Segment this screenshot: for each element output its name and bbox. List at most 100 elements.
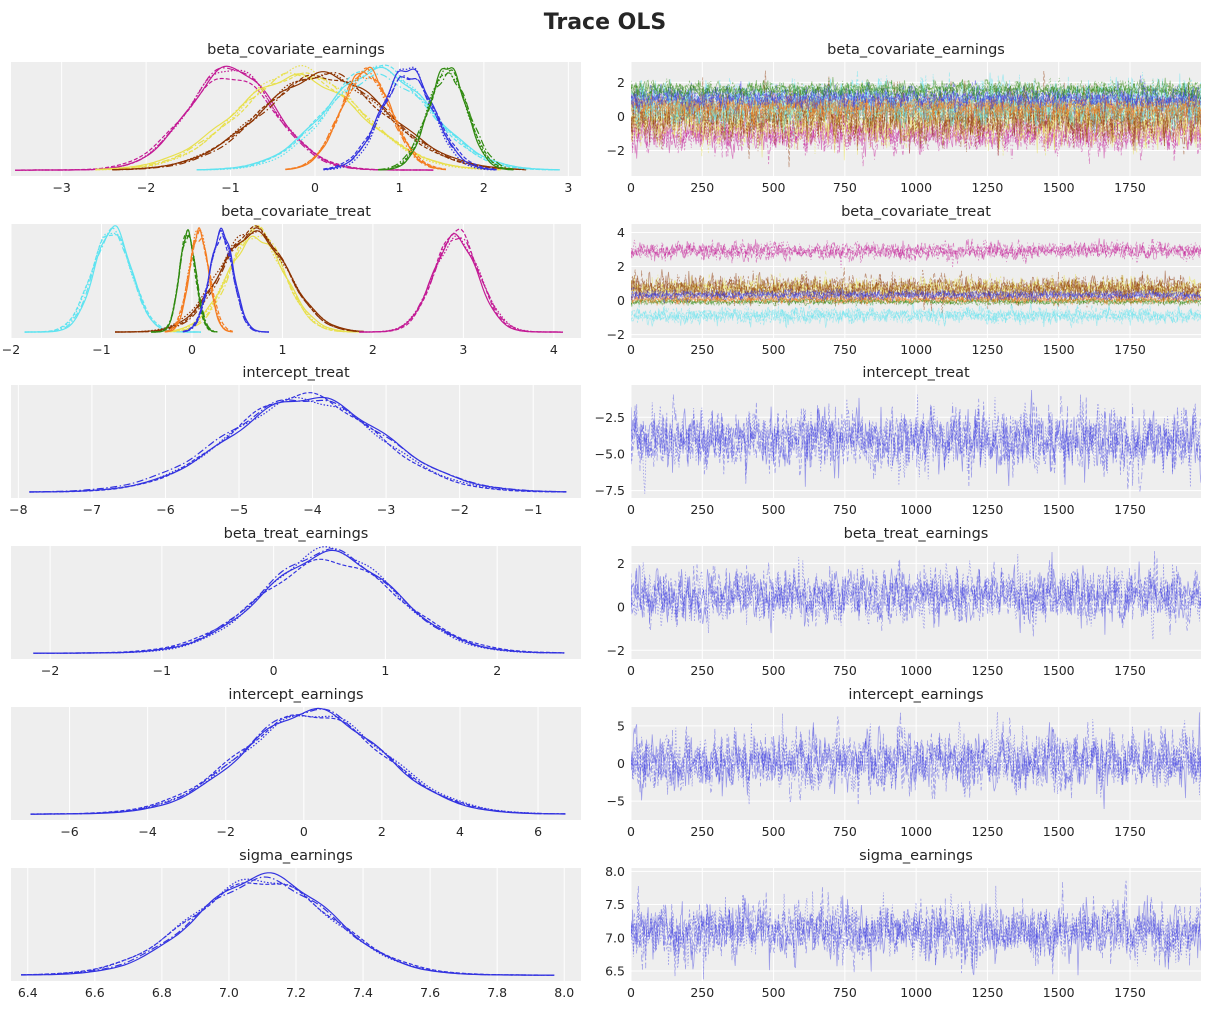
x-tick-label: 1750 — [1114, 824, 1146, 839]
kde-line-beta-covariate-treat-6--chain2 — [359, 235, 563, 333]
kde-line-intercept-treat-chain2 — [29, 396, 567, 493]
trace-line-intercept-treat-chain1 — [631, 394, 1201, 490]
y-tick-label: 0 — [617, 109, 625, 124]
trace-line-beta-treat-earnings-chain1 — [631, 551, 1201, 629]
trace-line-beta-covariate-treat-6--chain3 — [631, 238, 1201, 263]
x-tick-label: 0 — [627, 663, 635, 678]
panel-trace-sigma-earnings: sigma_earnings 0 250 500 750 1000 1250 1500 1750… — [605, 848, 1201, 1000]
panel-title: sigma_earnings — [239, 848, 353, 864]
kde-line-beta-covariate-treat-1--chain0 — [169, 235, 360, 333]
x-tick-label: 750 — [833, 663, 857, 678]
y-tick-label: 0 — [617, 756, 625, 771]
y-tick-label: 2 — [617, 259, 625, 274]
x-tick-label: 0 — [627, 502, 635, 517]
x-tick-label: 6 — [534, 824, 542, 839]
panel-title: beta_treat_earnings — [224, 526, 369, 542]
panel-kde-intercept-earnings: intercept_earnings −6 −4 −2 0 2 4 6 — [11, 687, 581, 839]
x-tick-label: 2 — [493, 663, 501, 678]
series-group — [24, 224, 563, 333]
trace-line-beta-covariate-treat-0--chain2 — [631, 304, 1201, 326]
x-tick-label: 250 — [690, 342, 714, 357]
series-group — [631, 551, 1201, 640]
trace-line-beta-covariate-earnings-6--chain2 — [631, 77, 1201, 104]
x-tick-label: 0 — [627, 342, 635, 357]
x-tick-label: 1750 — [1114, 342, 1146, 357]
series-group — [30, 707, 566, 815]
figure-title: Trace OLS — [544, 10, 666, 35]
kde-line-beta-covariate-treat-2--chain3 — [115, 227, 364, 333]
x-tick-label: 2 — [378, 824, 386, 839]
kde-line-beta-covariate-earnings-4--chain1 — [285, 71, 446, 170]
kde-line-intercept-earnings-chain2 — [30, 715, 566, 815]
panel-title: beta_covariate_treat — [221, 204, 371, 220]
x-tick-label: 1500 — [1043, 663, 1075, 678]
trace-line-beta-covariate-treat-5--chain2 — [631, 287, 1201, 304]
trace-line-beta-covariate-treat-5--chain1 — [631, 286, 1201, 302]
trace-line-sigma-earnings-chain0 — [631, 895, 1201, 976]
trace-line-intercept-earnings-chain0 — [631, 712, 1201, 810]
x-tick-label: −6 — [60, 824, 78, 839]
plot-area — [11, 224, 581, 338]
x-tick-label: 1000 — [900, 342, 932, 357]
panel-title: intercept_earnings — [848, 687, 983, 703]
x-tick-label: 1000 — [900, 663, 932, 678]
x-tick-label: −1 — [92, 342, 110, 357]
kde-line-intercept-earnings-chain3 — [30, 708, 566, 815]
x-tick-label: −8 — [9, 502, 27, 517]
x-tick-label: 1 — [381, 663, 389, 678]
trace-line-beta-covariate-treat-6--chain1 — [631, 238, 1201, 265]
panel-kde-sigma-earnings: sigma_earnings 6.4 6.6 6.8 7.0 7.2 7.4 7.6 7.8 8.… — [11, 848, 581, 1000]
kde-line-intercept-treat-chain1 — [29, 392, 567, 493]
x-tick-label: 250 — [690, 985, 714, 1000]
y-tick-label: −7.5 — [595, 483, 625, 498]
x-tick-label: 1000 — [900, 502, 932, 517]
x-tick-label: 500 — [762, 502, 786, 517]
trace-line-intercept-earnings-chain1 — [631, 716, 1201, 806]
panel-kde-beta-treat-earnings: beta_treat_earnings −2 −1 0 1 2 — [11, 526, 581, 678]
panel-trace-beta-covariate-treat: beta_covariate_treat 0 250 500 750 1000 1250 15… — [607, 204, 1201, 357]
trace-line-beta-covariate-treat-6--chain0 — [631, 238, 1201, 263]
x-tick-label: 2 — [369, 342, 377, 357]
panel-trace-intercept-earnings: intercept_earnings 0 250 500 750 1000 1250 1500… — [607, 687, 1201, 839]
y-tick-label: 2 — [617, 556, 625, 571]
plot-area — [11, 385, 581, 498]
trace-line-beta-covariate-treat-4--chain3 — [631, 293, 1201, 307]
series-group — [631, 389, 1201, 494]
series-group — [15, 64, 560, 171]
panel-trace-beta-treat-earnings: beta_treat_earnings 0 250 500 750 1000 1250 150… — [607, 526, 1201, 678]
x-tick-label: 1 — [395, 180, 403, 195]
y-tick-label: −2 — [607, 327, 625, 342]
x-tick-label: 1250 — [972, 985, 1004, 1000]
y-tick-label: −2.5 — [595, 410, 625, 425]
x-tick-label: 250 — [690, 824, 714, 839]
x-tick-label: −1 — [221, 180, 239, 195]
y-tick-label: 7.5 — [605, 897, 625, 912]
kde-line-sigma-earnings-chain2 — [21, 878, 555, 976]
x-tick-label: −2 — [137, 180, 155, 195]
x-tick-label: 6.8 — [152, 985, 172, 1000]
kde-line-beta-treat-earnings-chain3 — [33, 548, 565, 654]
y-tick-label: −2 — [607, 643, 625, 658]
kde-line-beta-covariate-treat-3--chain2 — [151, 229, 218, 333]
kde-line-beta-covariate-treat-1--chain1 — [169, 225, 360, 333]
x-tick-label: 1500 — [1043, 502, 1075, 517]
x-tick-label: 2 — [480, 180, 488, 195]
x-tick-label: 750 — [833, 180, 857, 195]
x-tick-label: 250 — [690, 663, 714, 678]
x-tick-label: 1000 — [900, 985, 932, 1000]
x-tick-label: 1500 — [1043, 342, 1075, 357]
x-tick-label: 1250 — [972, 663, 1004, 678]
panel-kde-intercept-treat: intercept_treat −8 −7 −6 −5 −4 −3 −2 −1 — [9, 365, 581, 517]
x-tick-label: 500 — [762, 342, 786, 357]
x-tick-label: −7 — [83, 502, 101, 517]
panel-title: sigma_earnings — [859, 848, 973, 864]
x-tick-label: 1500 — [1043, 180, 1075, 195]
kde-line-beta-covariate-earnings-0--chain3 — [15, 67, 434, 171]
series-group — [631, 238, 1201, 329]
y-tick-label: −5 — [607, 794, 625, 809]
x-tick-label: 4 — [550, 342, 558, 357]
y-tick-label: 4 — [617, 225, 625, 240]
kde-line-beta-covariate-treat-5--chain3 — [182, 229, 269, 333]
trace-line-beta-covariate-treat-5--chain3 — [631, 287, 1201, 304]
